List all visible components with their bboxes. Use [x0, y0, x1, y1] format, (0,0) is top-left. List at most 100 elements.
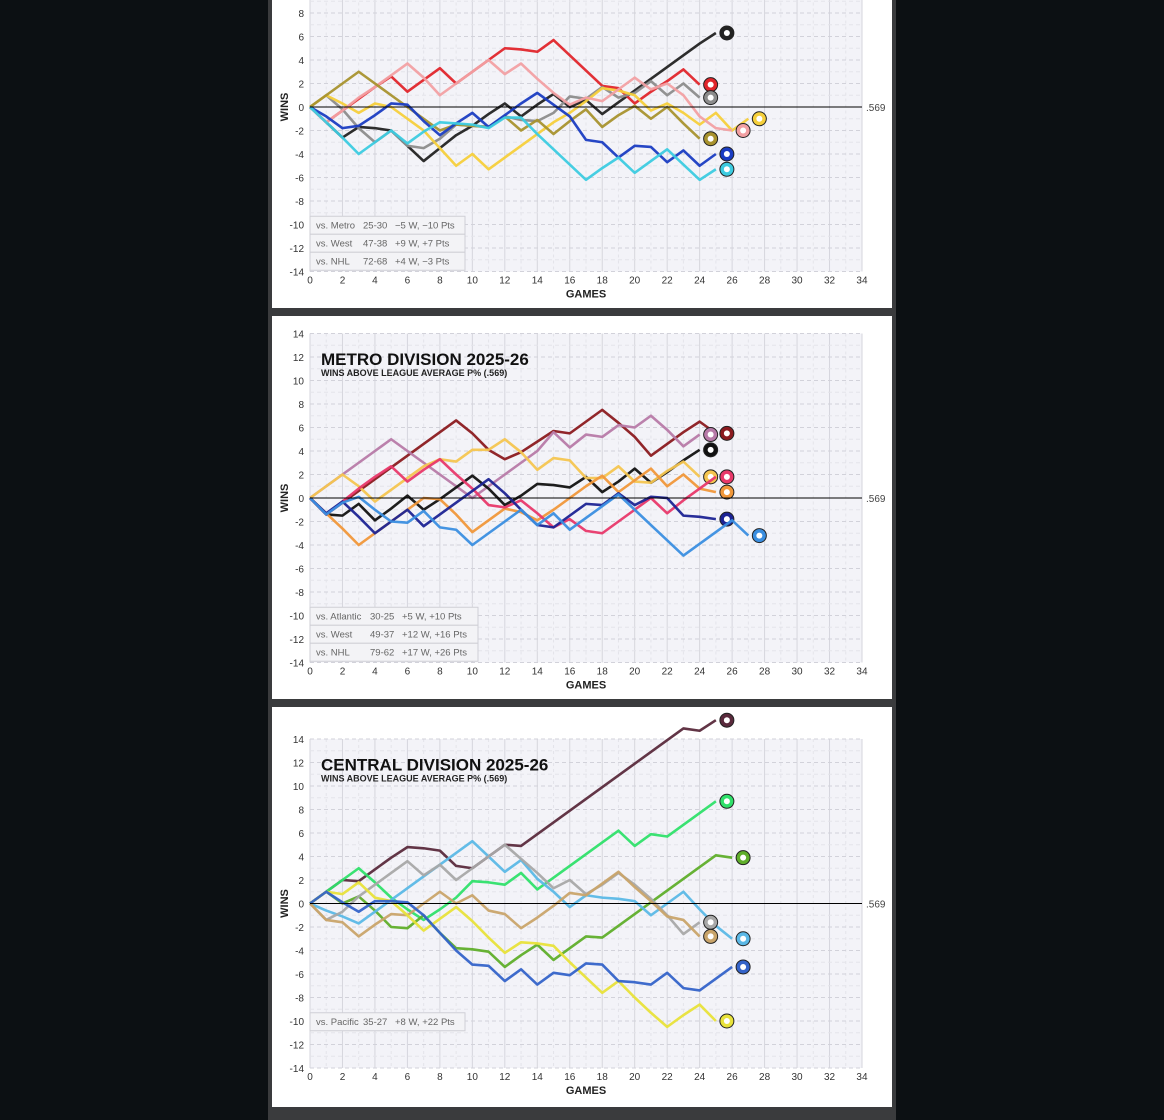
legend-opponent: vs. West: [316, 238, 353, 249]
y-tick-label: -6: [295, 174, 304, 185]
legend-row: [309, 642, 479, 662]
x-tick-label: 18: [597, 1072, 609, 1083]
legend-record: 72-68: [363, 256, 387, 267]
y-tick-label: 8: [298, 806, 304, 817]
legend-opponent: vs. Pacific: [316, 1017, 359, 1028]
y-tick-label: -6: [295, 565, 304, 576]
mammoth-logo-icon: [735, 931, 751, 947]
series-line: [309, 719, 717, 905]
series-line: [309, 457, 717, 535]
x-tick-label: 20: [629, 276, 641, 287]
y-tick-label: 4: [298, 853, 304, 864]
y-tick-label: -4: [295, 541, 304, 552]
y-tick-label: 8: [298, 400, 304, 411]
jets-logo-icon: [703, 914, 719, 930]
series-line: [309, 854, 733, 969]
y-tick-label: -10: [290, 221, 305, 232]
y-tick-label: 2: [298, 471, 304, 482]
series-line: [309, 86, 750, 171]
maple-leafs-logo-icon: [719, 146, 735, 162]
team-logo-detail: [723, 29, 730, 36]
x-tick-label: 26: [727, 276, 739, 287]
central-chart-panel: 0 2 4 6 8 10 12 14 16 18 20 22 24 26 28 30 32 34 14 12 10 8 6 4…: [272, 707, 892, 1107]
legend-summary: +12 W, +16 Pts: [402, 629, 467, 640]
league-average-label: .569: [866, 900, 886, 911]
team-logo-detail: [723, 1018, 730, 1024]
team-logo-detail: [740, 854, 747, 861]
y-tick-label: 6: [298, 33, 304, 44]
league-average-label: .569: [866, 494, 886, 505]
legend-summary: +8 W, +22 Pts: [395, 1017, 455, 1028]
legend-opponent: vs. Metro: [316, 220, 355, 231]
y-tick-label: 0: [298, 494, 304, 505]
x-tick-label: 0: [307, 1072, 313, 1083]
x-tick-label: 2: [340, 1072, 346, 1083]
legend-summary: +9 W, +7 Pts: [395, 238, 450, 249]
y-tick-label: -4: [295, 947, 304, 958]
y-tick-label: -10: [290, 1017, 305, 1028]
x-tick-label: 2: [340, 667, 346, 678]
x-tick-label: 6: [405, 667, 411, 678]
team-logo-detail: [723, 166, 730, 173]
bruins-logo-icon: [751, 111, 767, 127]
y-axis-label: WINS: [279, 484, 291, 513]
panthers-logo-icon: [703, 131, 719, 147]
x-tick-label: 10: [467, 667, 479, 678]
x-tick-label: 10: [467, 1072, 479, 1083]
y-tick-label: 0: [298, 900, 304, 911]
x-tick-label: 28: [759, 1072, 771, 1083]
team-logo-detail: [740, 963, 747, 970]
team-logo-detail: [740, 935, 747, 942]
y-tick-label: -12: [290, 635, 305, 646]
team-logo-detail: [707, 431, 714, 438]
capitals-logo-icon: [719, 484, 735, 500]
x-tick-label: 34: [856, 667, 868, 678]
predators-logo-icon: [719, 1013, 735, 1029]
y-tick-label: 12: [293, 353, 305, 364]
legend-row: [309, 251, 466, 271]
x-tick-label: 8: [437, 667, 443, 678]
team-logo-detail: [707, 919, 714, 926]
legend-opponent: vs. Atlantic: [316, 611, 362, 622]
league-average-label: .569: [866, 103, 886, 114]
y-tick-label: -14: [290, 268, 305, 279]
wild-logo-icon: [735, 850, 751, 866]
x-tick-label: 18: [597, 276, 609, 287]
legend-record: 30-25: [370, 611, 394, 622]
y-tick-label: 10: [293, 782, 305, 793]
x-tick-label: 10: [467, 276, 479, 287]
x-tick-label: 28: [759, 276, 771, 287]
team-logo-detail: [707, 446, 714, 453]
x-axis-label: GAMES: [566, 1085, 606, 1097]
x-tick-label: 16: [564, 667, 576, 678]
chart-subtitle: WINS ABOVE LEAGUE AVERAGE P% (.569): [321, 773, 507, 783]
flyers-logo-icon: [703, 442, 719, 458]
senators-logo-icon: [703, 90, 719, 106]
x-tick-label: 34: [856, 276, 868, 287]
series-line: [309, 106, 717, 182]
x-tick-label: 24: [694, 1072, 706, 1083]
series-line: [309, 408, 717, 516]
y-tick-label: -12: [290, 1041, 305, 1052]
y-tick-label: 14: [293, 735, 305, 746]
avalanche-logo-icon: [719, 712, 735, 728]
y-tick-label: -14: [290, 659, 305, 670]
y-tick-label: 14: [293, 330, 305, 341]
chart-title: CENTRAL DIVISION 2025-26: [321, 755, 548, 774]
x-tick-label: 12: [499, 1072, 511, 1083]
team-logo-detail: [723, 473, 730, 480]
x-tick-label: 30: [791, 1072, 803, 1083]
x-tick-label: 0: [307, 667, 313, 678]
x-tick-label: 34: [856, 1072, 868, 1083]
y-tick-label: -12: [290, 244, 305, 255]
x-tick-label: 18: [597, 667, 609, 678]
y-tick-label: 6: [298, 829, 304, 840]
series-line: [309, 91, 717, 168]
y-tick-label: -4: [295, 150, 304, 161]
rangers-logo-icon: [751, 528, 767, 544]
y-axis-label: WINS: [279, 889, 291, 918]
x-tick-label: 30: [791, 667, 803, 678]
blackhawks-logo-icon: [703, 928, 719, 944]
y-tick-label: 10: [293, 377, 305, 388]
